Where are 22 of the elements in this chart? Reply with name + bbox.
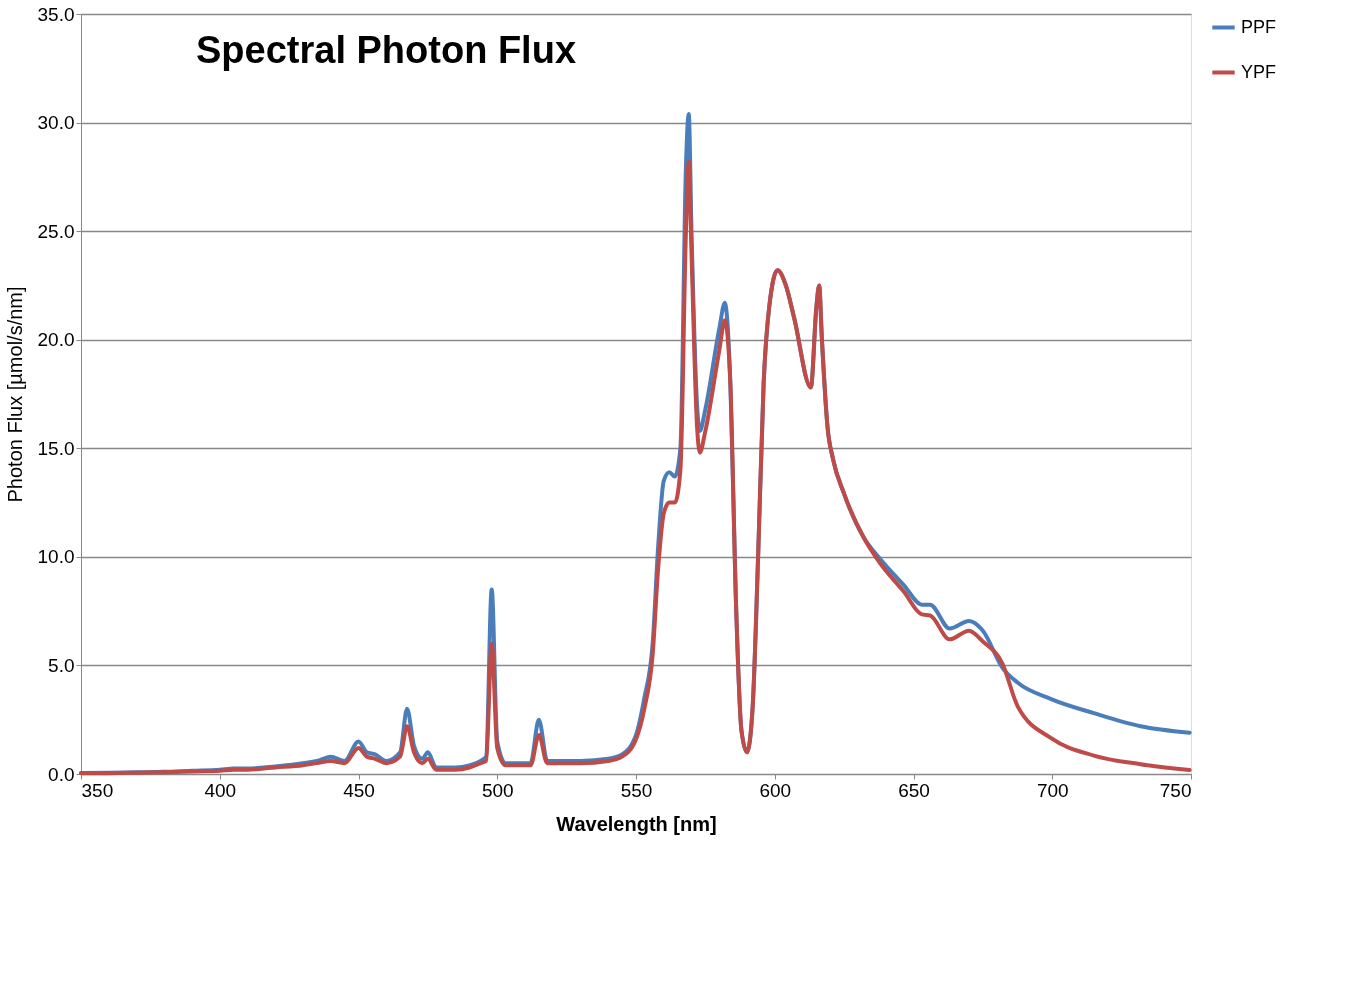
y-tick-label: 5.0 — [48, 654, 75, 676]
y-tick-label: 35.0 — [37, 3, 75, 25]
y-tick-label: 20.0 — [37, 329, 75, 351]
x-tick-label: 400 — [204, 779, 237, 801]
x-tick-label: 600 — [759, 779, 792, 801]
y-tick-label: 0.0 — [48, 763, 75, 785]
x-tick-label: 700 — [1036, 779, 1069, 801]
chart-title: Spectral Photon Flux — [195, 29, 577, 71]
x-tick-label: 500 — [481, 779, 514, 801]
legend-label: PPF — [1241, 16, 1277, 37]
x-axis-title: Wavelength [nm] — [556, 812, 717, 835]
y-tick-label: 30.0 — [37, 112, 75, 134]
x-tick-label: 650 — [898, 779, 930, 801]
x-tick-label: 550 — [620, 779, 653, 801]
y-tick-label: 15.0 — [37, 437, 75, 459]
y-axis-title: Photon Flux [µmol/s/nm] — [3, 286, 26, 503]
y-tick-label: 25.0 — [37, 220, 75, 242]
x-tick-label: 450 — [343, 779, 375, 801]
legend-label: YPF — [1241, 61, 1277, 82]
x-tick-label: 750 — [1159, 779, 1192, 801]
x-tick-label: 350 — [81, 779, 114, 801]
y-tick-label: 10.0 — [37, 546, 75, 568]
